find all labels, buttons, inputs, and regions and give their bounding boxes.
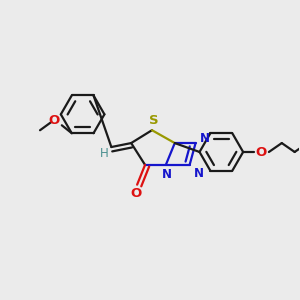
Text: H: H (100, 148, 109, 160)
Text: O: O (48, 114, 59, 127)
Text: O: O (255, 146, 267, 160)
Text: O: O (130, 187, 142, 200)
Text: S: S (149, 114, 159, 127)
Text: N: N (194, 167, 203, 180)
Text: N: N (200, 132, 209, 145)
Text: N: N (162, 168, 172, 181)
